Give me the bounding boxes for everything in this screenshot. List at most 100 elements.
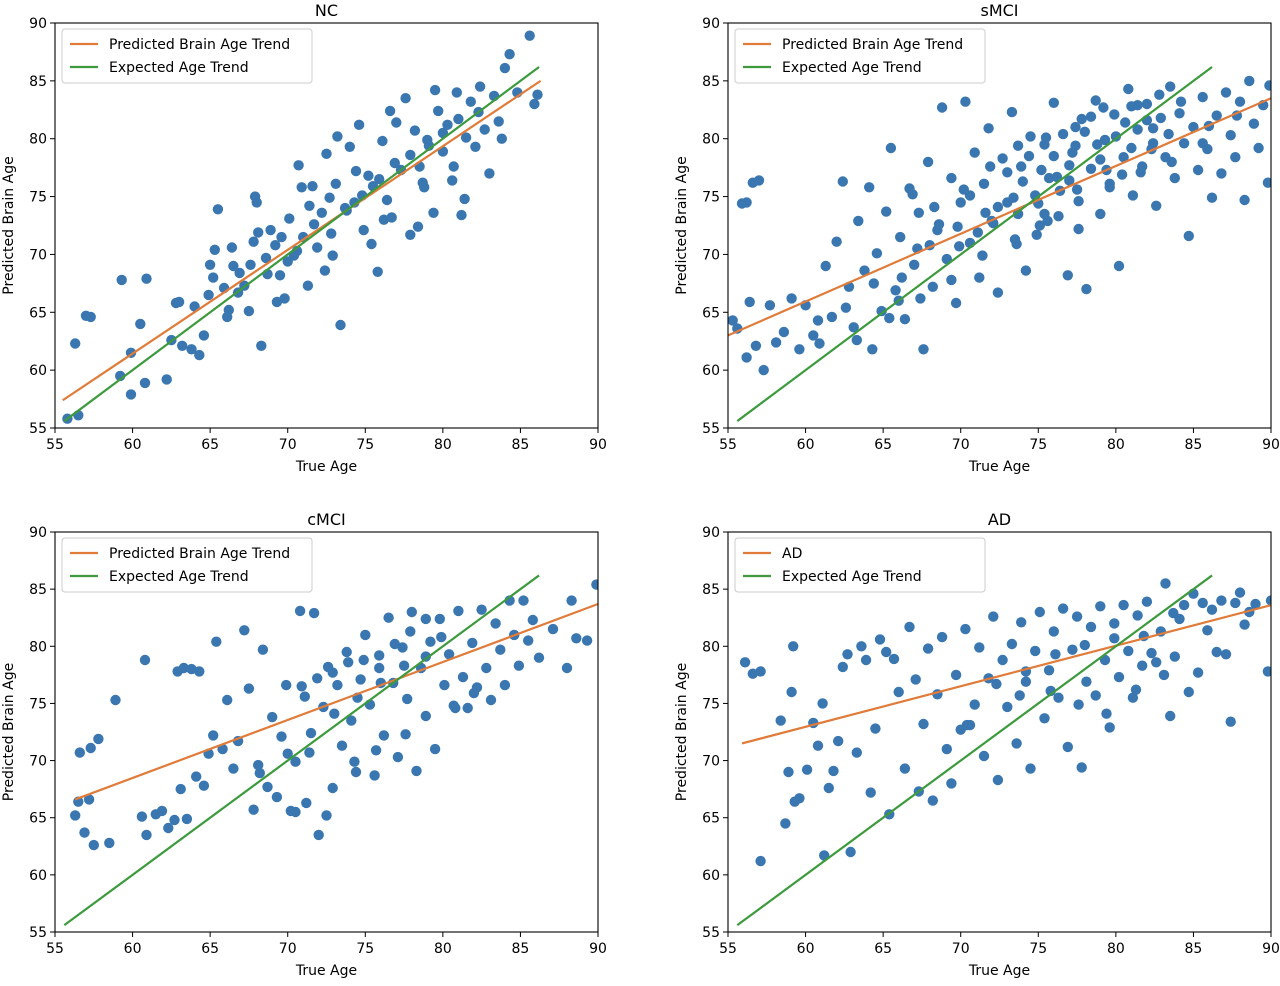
- x-tick-label: 90: [1262, 437, 1280, 453]
- data-point: [1020, 265, 1032, 276]
- data-point: [1064, 175, 1075, 186]
- data-point: [1073, 196, 1084, 207]
- data-point: [499, 62, 511, 74]
- data-point: [933, 219, 945, 230]
- data-point: [1174, 108, 1185, 119]
- data-point: [474, 81, 486, 92]
- data-point: [992, 774, 1004, 786]
- data-point: [1057, 603, 1069, 614]
- data-point: [383, 612, 394, 623]
- data-point: [462, 702, 473, 714]
- data-point: [1014, 690, 1025, 701]
- data-point: [271, 296, 283, 308]
- data-point: [881, 646, 892, 658]
- data-point: [294, 605, 306, 617]
- data-point: [1104, 182, 1115, 193]
- data-point: [257, 644, 269, 655]
- data-point: [271, 791, 283, 803]
- data-point: [853, 215, 864, 227]
- y-axis-label: Predicted Brain Age: [674, 663, 690, 801]
- axes-frame: [54, 531, 599, 933]
- data-point: [801, 764, 813, 775]
- data-point: [321, 810, 332, 821]
- data-point: [980, 207, 991, 218]
- data-point: [1188, 121, 1199, 133]
- data-point: [402, 693, 413, 705]
- y-tick-label: 70: [702, 247, 720, 263]
- data-point: [1127, 190, 1139, 201]
- data-point: [876, 305, 887, 317]
- data-point: [327, 782, 338, 794]
- data-point: [1262, 177, 1271, 188]
- data-point: [420, 651, 431, 662]
- data-point: [1043, 172, 1055, 184]
- data-point: [481, 662, 492, 674]
- data-point: [547, 623, 559, 635]
- data-point: [324, 192, 335, 203]
- data-point: [1050, 649, 1061, 660]
- data-point: [1160, 578, 1171, 589]
- legend: Predicted Brain Age Trend Expected Age Tr…: [734, 28, 986, 84]
- data-point: [260, 252, 272, 264]
- data-point: [786, 686, 797, 698]
- data-point: [1053, 211, 1064, 222]
- data-point: [881, 206, 892, 217]
- data-point: [302, 280, 314, 291]
- data-point: [848, 322, 859, 333]
- data-point: [1206, 604, 1218, 615]
- data-point: [125, 389, 137, 400]
- data-point: [222, 311, 233, 323]
- y-tick-label: 75: [29, 190, 47, 206]
- data-point: [747, 668, 758, 679]
- data-point: [581, 635, 593, 646]
- data-point: [217, 743, 228, 755]
- data-point: [83, 794, 95, 805]
- data-point: [249, 191, 261, 202]
- data-point: [1104, 722, 1115, 733]
- data-point: [319, 265, 331, 276]
- data-point: [1197, 138, 1208, 149]
- data-point: [817, 698, 828, 709]
- data-point: [929, 201, 940, 213]
- data-point: [304, 747, 315, 758]
- data-point: [1163, 128, 1174, 140]
- data-point: [93, 733, 104, 745]
- data-point: [527, 614, 538, 626]
- data-point: [808, 330, 819, 341]
- plot-area: [63, 574, 598, 927]
- data-point: [1165, 710, 1176, 722]
- data-point: [1141, 596, 1153, 607]
- data-point: [1192, 164, 1204, 176]
- data-point: [1025, 763, 1036, 774]
- data-point: [566, 595, 577, 606]
- data-point: [208, 272, 219, 283]
- data-point: [532, 89, 543, 100]
- legend-label: Expected Age Trend: [782, 60, 922, 76]
- data-point: [290, 806, 301, 818]
- data-point: [529, 98, 540, 110]
- data-point: [276, 231, 287, 243]
- data-point: [465, 96, 476, 107]
- data-point: [770, 337, 782, 348]
- data-point: [969, 699, 980, 710]
- data-point: [1151, 200, 1162, 211]
- data-point: [346, 715, 357, 726]
- data-point: [952, 221, 963, 232]
- data-point: [1067, 644, 1078, 655]
- data-point: [296, 182, 307, 193]
- data-point: [135, 318, 146, 330]
- chart-panel-NC: NC 55 60 65 70 75 80 85 90 55 60 65 70 75 80 85 90 True A…: [1, 1, 607, 475]
- data-point: [837, 661, 848, 673]
- data-point: [332, 131, 343, 142]
- x-tick-label: 85: [1185, 437, 1203, 453]
- data-point: [828, 765, 839, 777]
- data-point: [1220, 87, 1232, 98]
- data-point: [950, 669, 962, 681]
- y-tick-label: 65: [702, 305, 720, 321]
- data-point: [336, 740, 348, 751]
- data-point: [406, 606, 417, 618]
- data-point: [327, 250, 338, 261]
- data-point: [860, 654, 872, 666]
- data-point: [422, 134, 433, 146]
- data-point: [1154, 89, 1165, 100]
